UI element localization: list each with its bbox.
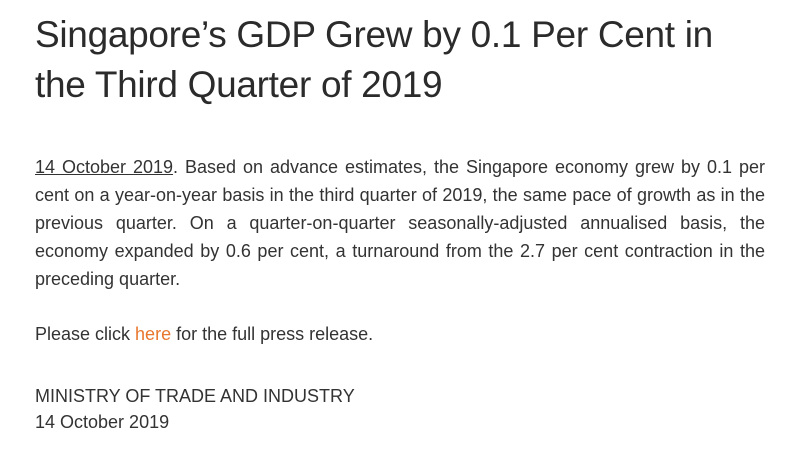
summary-paragraph: 14 October 2019. Based on advance estima… — [35, 153, 765, 293]
signature-date: 14 October 2019 — [35, 412, 170, 432]
press-release-link-paragraph: Please click here for the full press rel… — [35, 321, 373, 347]
signature-organisation: MINISTRY OF TRADE AND INDUSTRY — [35, 386, 355, 406]
signature-block: MINISTRY OF TRADE AND INDUSTRY 14 Octobe… — [35, 383, 355, 435]
page-title: Singapore’s GDP Grew by 0.1 Per Cent in … — [35, 14, 713, 105]
here-link[interactable]: here — [135, 324, 172, 344]
summary-text: . Based on advance estimates, the Singap… — [35, 157, 765, 289]
click-prefix-text: Please click — [35, 324, 136, 344]
date-link[interactable]: 14 October 2019 — [35, 157, 174, 177]
click-suffix-text: for the full press release. — [171, 324, 374, 344]
